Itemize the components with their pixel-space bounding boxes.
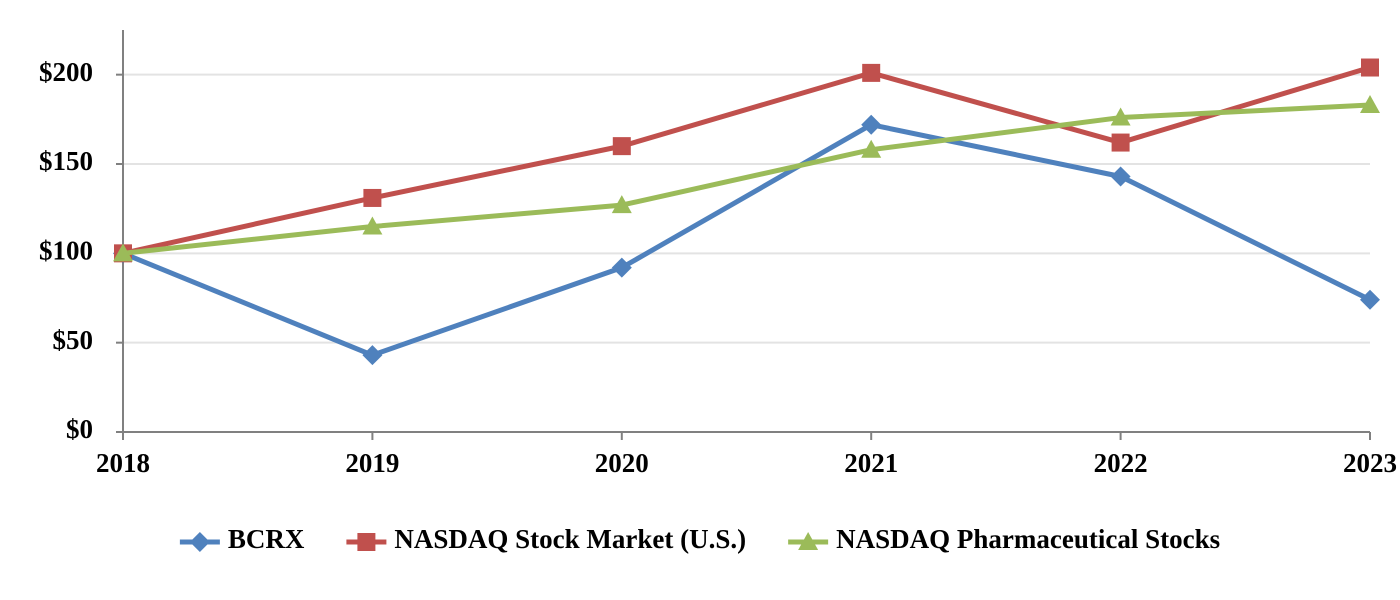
data-point (1110, 107, 1131, 126)
data-point (611, 257, 632, 278)
x-tick-label: 2021 (844, 448, 898, 478)
data-point (1360, 95, 1380, 114)
y-tick-label: $200 (39, 57, 93, 87)
legend: BCRX NASDAQ Stock Market (U.S.) NASDAQ Pha… (179, 524, 1220, 554)
data-point (862, 63, 881, 82)
data-point (363, 188, 382, 207)
x-tick-label: 2022 (1094, 448, 1148, 478)
data-point (861, 139, 882, 158)
legend-label: NASDAQ Pharmaceutical Stocks (836, 524, 1220, 554)
series-line (122, 122, 1372, 358)
legend-label: BCRX (228, 524, 305, 554)
data-point (113, 243, 133, 262)
data-point (1361, 58, 1379, 77)
data-point (611, 195, 632, 214)
y-tick-label: $0 (66, 414, 93, 444)
legend-marker (798, 532, 819, 550)
y-tick-label: $150 (39, 146, 93, 176)
legend-marker (189, 532, 210, 552)
data-point (1110, 166, 1131, 187)
x-tick-label: 2018 (96, 448, 150, 478)
data-point (1111, 133, 1130, 152)
series-line (122, 65, 1371, 256)
x-tick-label: 2019 (345, 448, 399, 478)
data-point (1360, 289, 1380, 310)
data-point (362, 345, 383, 366)
data-point (861, 114, 882, 135)
y-tick-label: $100 (39, 236, 93, 266)
legend-label: NASDAQ Stock Market (U.S.) (394, 524, 746, 554)
data-point (362, 216, 383, 235)
data-point (612, 137, 631, 156)
series-line (122, 102, 1371, 256)
y-tick-label: $50 (53, 325, 94, 355)
x-tick-label: 2020 (595, 448, 649, 478)
x-tick-label: 2023 (1343, 448, 1397, 478)
legend-marker (357, 533, 376, 551)
